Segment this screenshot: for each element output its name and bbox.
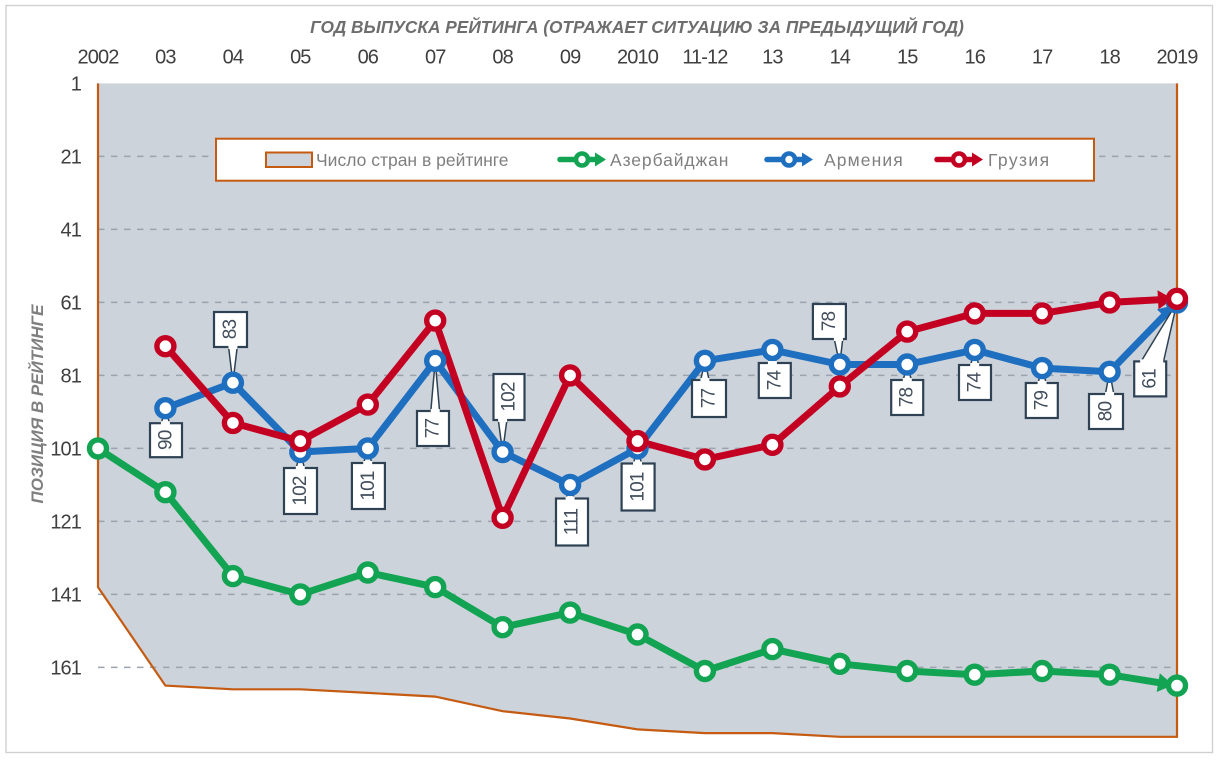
svg-text:80: 80 bbox=[1096, 402, 1117, 422]
svg-text:Грузия: Грузия bbox=[988, 150, 1050, 170]
svg-text:102: 102 bbox=[499, 382, 520, 412]
svg-text:Армения: Армения bbox=[824, 150, 904, 170]
svg-text:101: 101 bbox=[628, 472, 649, 502]
svg-text:05: 05 bbox=[290, 47, 311, 69]
svg-text:07: 07 bbox=[425, 47, 446, 69]
svg-text:74: 74 bbox=[965, 372, 986, 393]
svg-text:1: 1 bbox=[71, 74, 82, 96]
svg-text:ГОД ВЫПУСКА РЕЙТИНГА (ОТРАЖАЕТ: ГОД ВЫПУСКА РЕЙТИНГА (ОТРАЖАЕТ СИТУАЦИЮ … bbox=[310, 17, 964, 37]
svg-text:16: 16 bbox=[964, 47, 985, 69]
svg-text:15: 15 bbox=[897, 47, 918, 69]
svg-text:2019: 2019 bbox=[1157, 47, 1199, 69]
svg-text:04: 04 bbox=[223, 47, 244, 69]
svg-text:101: 101 bbox=[50, 439, 81, 461]
svg-text:77: 77 bbox=[423, 419, 444, 439]
svg-text:111: 111 bbox=[562, 509, 583, 536]
svg-text:78: 78 bbox=[897, 388, 918, 408]
svg-text:2002: 2002 bbox=[78, 47, 120, 69]
svg-text:17: 17 bbox=[1032, 47, 1053, 69]
svg-text:90: 90 bbox=[156, 430, 177, 450]
svg-text:79: 79 bbox=[1031, 391, 1052, 411]
svg-text:101: 101 bbox=[358, 471, 379, 501]
svg-text:61: 61 bbox=[1140, 369, 1161, 389]
svg-text:11-12: 11-12 bbox=[682, 47, 728, 69]
svg-text:Число стран в рейтинге: Число стран в рейтинге bbox=[316, 150, 509, 170]
svg-text:61: 61 bbox=[61, 293, 82, 315]
svg-text:141: 141 bbox=[50, 585, 81, 607]
svg-text:78: 78 bbox=[819, 312, 840, 332]
svg-text:81: 81 bbox=[61, 366, 82, 388]
svg-text:121: 121 bbox=[50, 512, 81, 534]
svg-text:74: 74 bbox=[764, 370, 785, 391]
svg-text:83: 83 bbox=[220, 320, 241, 340]
svg-text:14: 14 bbox=[830, 47, 851, 69]
svg-text:Азербайджан: Азербайджан bbox=[610, 150, 729, 170]
svg-text:13: 13 bbox=[762, 47, 783, 69]
svg-text:08: 08 bbox=[492, 47, 513, 69]
svg-text:102: 102 bbox=[290, 476, 311, 506]
svg-text:09: 09 bbox=[560, 47, 581, 69]
svg-text:77: 77 bbox=[699, 389, 720, 409]
svg-text:ПОЗИЦИЯ В РЕЙТИНГЕ: ПОЗИЦИЯ В РЕЙТИНГЕ bbox=[27, 304, 47, 504]
svg-text:21: 21 bbox=[61, 147, 82, 169]
svg-text:03: 03 bbox=[155, 47, 176, 69]
svg-text:41: 41 bbox=[61, 220, 82, 242]
svg-text:2010: 2010 bbox=[617, 47, 659, 69]
svg-text:06: 06 bbox=[358, 47, 379, 69]
svg-text:18: 18 bbox=[1099, 47, 1120, 69]
svg-text:161: 161 bbox=[50, 658, 81, 680]
